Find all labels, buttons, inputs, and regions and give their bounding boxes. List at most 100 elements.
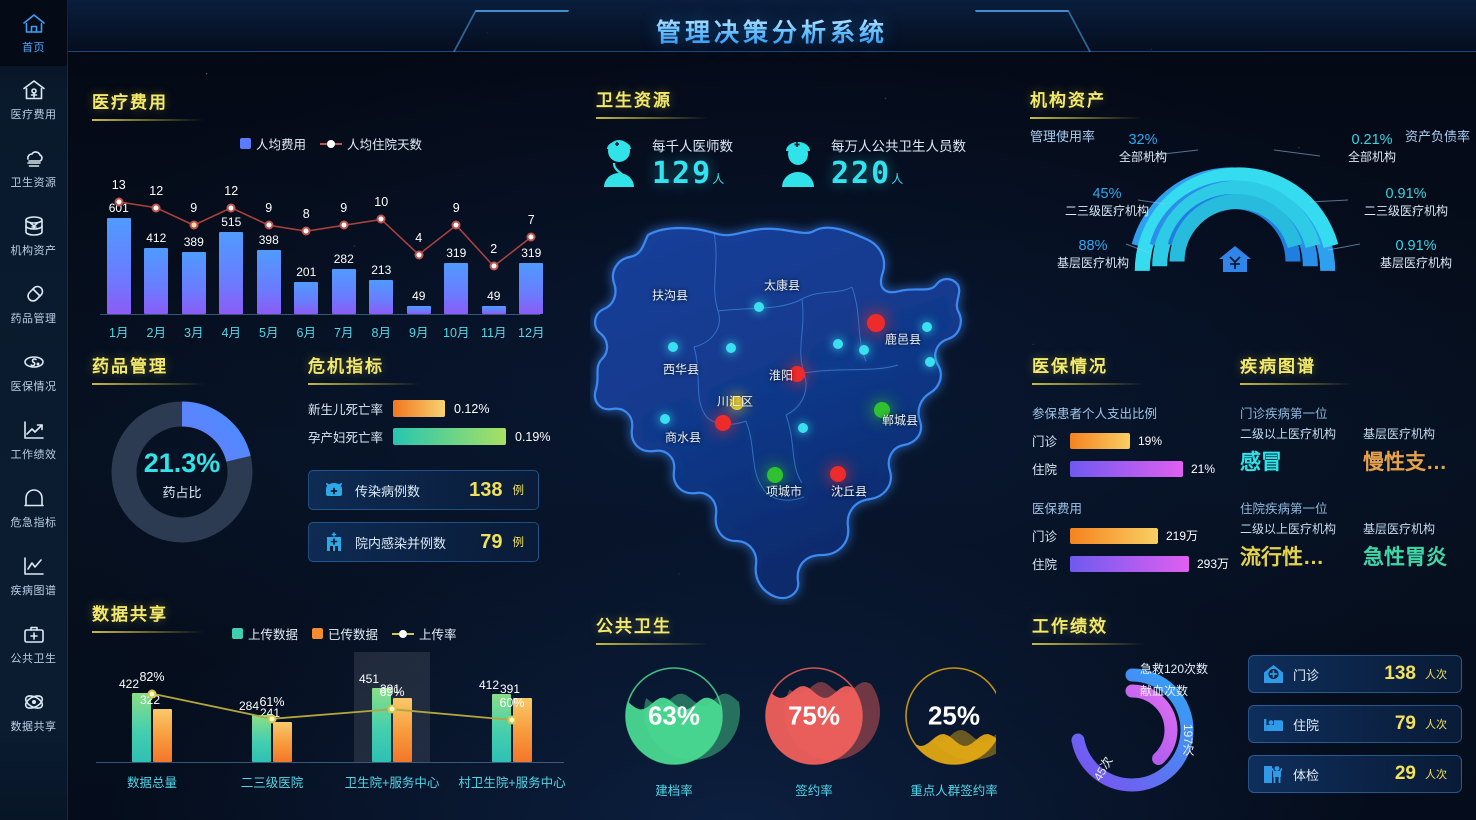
line-point: [151, 203, 161, 213]
asset-left-label-2: 基层医疗机构: [1056, 256, 1129, 270]
stat-card-inpatient[interactable]: 住院 79 人次: [1248, 705, 1462, 743]
stat-card-checkup[interactable]: 体检 29 人次: [1248, 755, 1462, 793]
map-marker[interactable]: [830, 466, 846, 482]
sidebar-item-disease[interactable]: 疾病图谱: [0, 542, 67, 610]
medical-cost-title: 医疗费用: [92, 93, 168, 112]
map-region-label[interactable]: 太康县: [763, 278, 801, 293]
insurance-title: 医保情况: [1032, 357, 1108, 376]
region-map[interactable]: 扶沟县 太康县西华县 淮阳 鹿邑县川汇区郸城县商水县项城市 沈丘县: [590, 215, 1000, 605]
map-marker[interactable]: [867, 314, 885, 332]
insurance-bar-outpatient-expense: [1070, 432, 1130, 449]
x-tick-label: 10月: [443, 326, 470, 340]
resource-stat-public-health-staff-unit: 人: [891, 172, 904, 186]
map-overlay: 扶沟县 太康县西华县 淮阳 鹿邑县川汇区郸城县商水县项城市 沈丘县: [590, 215, 1000, 605]
crisis-label-maternal: 孕产妇死亡率: [308, 431, 384, 445]
resource-stat-public-health-staff-title: 每万人公共卫生人员数: [831, 139, 966, 154]
nurse-icon: [782, 142, 814, 187]
performance-legend-emergency: 急救120次数: [1140, 662, 1209, 676]
map-region-label[interactable]: 淮阳: [768, 368, 794, 383]
sidebar: 首页 医疗费用 卫生资源 机构资产 药品管理: [0, 0, 68, 820]
map-region-label[interactable]: 西华县: [662, 362, 700, 377]
sidebar-item-assets-label: 机构资产: [10, 245, 57, 257]
line-point: [507, 715, 517, 725]
crisis-box-infectious[interactable]: 传染病例数 138 例: [308, 470, 539, 510]
crisis-box-nosocomial[interactable]: 院内感染并例数 79 例: [308, 522, 539, 562]
sidebar-item-public-health[interactable]: 公共卫生: [0, 610, 67, 678]
doctor-icon: [604, 140, 634, 187]
map-marker[interactable]: [726, 343, 736, 353]
bar-upload: [252, 715, 271, 762]
legend-label-avg-cost: 人均费用: [256, 138, 307, 152]
asset-arc-liability-1: [1152, 180, 1321, 267]
stat-card-outpatient[interactable]: 门诊 138 人次: [1248, 655, 1462, 693]
asset-left-value-1: 45%: [1092, 186, 1122, 202]
disease-rule: [1240, 383, 1352, 385]
map-region-label[interactable]: 川汇区: [716, 394, 754, 409]
map-marker[interactable]: [660, 414, 670, 424]
assets-labels: 32% 全部机构 45% 二三级医疗机构 88% 基层医疗机构 0.21% 全部机构 0.91%…: [1030, 126, 1476, 316]
wave-gauge-1: [765, 667, 880, 765]
insurance-row-inpatient-cost: 住院 293万: [1032, 554, 1247, 573]
map-marker[interactable]: [859, 345, 869, 355]
sidebar-item-health-resource[interactable]: 卫生资源: [0, 134, 67, 202]
data-share-rule: [92, 631, 204, 633]
bar: [331, 268, 356, 314]
map-marker[interactable]: [730, 396, 744, 410]
public-health-rule: [596, 643, 708, 645]
insurance-label-outpatient-cost: 门诊: [1032, 530, 1058, 544]
sidebar-item-medical-cost[interactable]: 医疗费用: [0, 66, 67, 134]
map-marker[interactable]: [668, 342, 678, 352]
stat-card-checkup-unit: 人次: [1425, 769, 1447, 781]
sidebar-item-performance[interactable]: 工作绩效: [0, 406, 67, 474]
legend-label-upload-data: 上传数据: [248, 628, 299, 642]
map-region-label[interactable]: 项城市: [765, 484, 803, 499]
map-marker[interactable]: [767, 467, 783, 483]
insurance-row-inpatient-expense: 住院 21%: [1032, 459, 1247, 478]
legend-item-upload-data: 上传数据: [232, 624, 298, 643]
line-point-value: 12: [149, 183, 164, 198]
drug-donut-label: 药占比: [162, 485, 202, 500]
x-tick-label: 11月: [481, 326, 507, 340]
wave-gauge-value: 75%: [787, 700, 841, 731]
disease-title: 疾病图谱: [1240, 357, 1316, 376]
x-tick-label: 7月: [334, 326, 354, 340]
map-region-label[interactable]: 商水县: [664, 430, 702, 445]
asset-arc-liability-2: [1169, 194, 1303, 262]
sidebar-item-insurance[interactable]: 医保情况: [0, 338, 67, 406]
map-marker[interactable]: [715, 415, 731, 431]
x-tick-label: 4月: [221, 326, 241, 340]
disease-head-inpatient-primary: 基层医疗机构: [1363, 522, 1436, 536]
map-marker[interactable]: [922, 322, 932, 332]
disease-col-inpatient-primary: 基层医疗机构 急性胃炎: [1363, 520, 1468, 571]
line-point-value: 9: [452, 201, 460, 216]
map-marker[interactable]: [754, 302, 764, 312]
stat-card-inpatient-unit: 人次: [1425, 719, 1447, 731]
map-marker[interactable]: [789, 366, 805, 382]
bar-value: 49: [487, 289, 501, 304]
hospital-icon: [327, 532, 341, 551]
map-marker[interactable]: [925, 357, 935, 367]
map-region-label[interactable]: 扶沟县: [651, 288, 689, 303]
line-point-value: 2: [490, 242, 498, 257]
line-point-value: 7: [527, 213, 535, 227]
assets-gauge-svg: [1125, 149, 1361, 272]
sidebar-item-crisis[interactable]: 危急指标: [0, 474, 67, 542]
asset-right-label-1: 二三级医疗机构: [1363, 204, 1448, 218]
map-region-label[interactable]: 沈丘县: [830, 484, 868, 499]
sidebar-item-medical-cost-label: 医疗费用: [10, 109, 57, 121]
map-marker[interactable]: [798, 423, 808, 433]
bar-uploaded: [153, 709, 172, 762]
crisis-box-nosocomial-label: 院内感染并例数: [355, 535, 447, 551]
sidebar-item-home[interactable]: 首页: [0, 0, 67, 66]
map-region-label[interactable]: 鹿邑县: [884, 332, 922, 347]
sidebar-item-drug[interactable]: 药品管理: [0, 270, 67, 338]
sidebar-item-data-share[interactable]: 数据共享: [0, 678, 67, 746]
disease-value-inpatient-primary: 急性胃炎: [1363, 546, 1447, 569]
asset-left-value-2: 88%: [1078, 238, 1108, 254]
map-marker[interactable]: [874, 402, 890, 418]
sidebar-item-assets[interactable]: 机构资产: [0, 202, 67, 270]
performance-rule: [1032, 643, 1144, 645]
map-region-label[interactable]: 郸城县: [881, 413, 919, 428]
disease-head-outpatient-secondary: 二级以上医疗机构: [1240, 427, 1337, 441]
map-marker[interactable]: [833, 339, 843, 349]
